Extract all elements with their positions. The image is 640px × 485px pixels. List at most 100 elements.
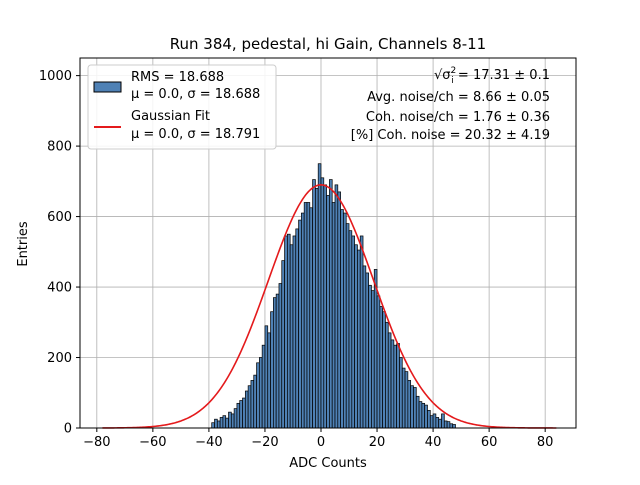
x-tick-label: 40: [425, 435, 442, 450]
histogram-bar: [256, 362, 260, 429]
histogram-bar: [253, 374, 257, 429]
noise-annotations: √σ2 i = 17.31 ± 0.1 Avg. noise/ch = 8.66 …: [351, 66, 550, 143]
histogram-bar: [236, 402, 241, 429]
histogram-bar: [424, 404, 428, 429]
histogram-bar: [376, 295, 381, 429]
annotation-coh-noise: Coh. noise/ch = 1.76 ± 0.36: [366, 110, 550, 125]
histogram-bar: [250, 380, 255, 429]
x-axis-ticks: −80 −60 −40 −20 0 20 40 60 80: [83, 428, 553, 450]
y-tick-label: 800: [47, 140, 72, 155]
histogram-bar: [399, 357, 403, 429]
histogram-bar: [233, 408, 238, 429]
histogram-bar: [345, 223, 350, 429]
annotation-sigma-prefix: √σ: [434, 68, 451, 83]
x-axis-label: ADC Counts: [289, 456, 367, 471]
x-tick-label: 60: [481, 435, 498, 450]
histogram-bar: [387, 332, 392, 429]
histogram-bar: [275, 293, 280, 429]
histogram-bar: [357, 249, 361, 429]
histogram-bar: [441, 413, 445, 429]
y-tick-label: 200: [47, 351, 72, 366]
histogram-bar: [418, 401, 423, 429]
histogram-bar: [334, 184, 339, 429]
histogram-bar: [323, 184, 327, 429]
histogram-bar: [264, 325, 269, 429]
plot-frame: [79, 57, 577, 429]
histogram-bar: [211, 422, 215, 429]
annotation-coh-percent: [%] Coh. noise = 20.32 ± 4.19: [351, 128, 550, 143]
histogram-bar: [429, 415, 434, 429]
histogram-bar: [320, 177, 325, 429]
histogram-bar: [298, 219, 302, 429]
legend-rms-line1: RMS = 18.688: [131, 70, 224, 85]
histogram-bar: [242, 397, 246, 429]
annotation-sigma-total: √σ2 i = 17.31 ± 0.1: [434, 66, 550, 86]
histogram-bar: [331, 202, 336, 429]
histogram-bar: [362, 265, 367, 429]
histogram-bar: [385, 321, 389, 429]
histogram-bar: [427, 410, 431, 429]
histogram-bar: [343, 212, 347, 429]
histogram-bar: [401, 367, 406, 429]
histogram-bar: [432, 413, 437, 429]
histogram-bar: [390, 339, 395, 429]
histogram-bar: [443, 420, 448, 429]
histogram-bar: [326, 195, 330, 429]
legend: RMS = 18.688 μ = 0.0, σ = 18.688 Gaussia…: [87, 64, 277, 150]
histogram-bar: [449, 423, 454, 429]
histogram-bar: [309, 207, 313, 429]
histogram-bar: [382, 311, 386, 429]
histogram-bar: [379, 306, 383, 429]
histogram-bar: [225, 417, 229, 429]
histogram-bar: [329, 179, 333, 429]
histogram-bar: [258, 357, 263, 429]
histogram-bar: [371, 290, 375, 429]
histogram-bar: [435, 417, 440, 429]
histogram-bar: [373, 269, 378, 429]
histogram-bar: [222, 415, 227, 429]
histogram-bar: [292, 235, 297, 429]
histogram-bar: [216, 420, 221, 429]
histogram-bar: [273, 297, 277, 429]
histogram-bar: [239, 400, 243, 429]
y-axis-ticks: 0 200 400 600 800 1000: [39, 69, 80, 437]
y-tick-label: 600: [47, 210, 72, 225]
annotation-avg-noise: Avg. noise/ch = 8.66 ± 0.05: [367, 90, 550, 105]
histogram-bar: [303, 202, 308, 429]
x-tick-label: 0: [317, 435, 325, 450]
histogram-bar: [306, 202, 311, 429]
histogram-bar: [267, 332, 271, 429]
y-tick-label: 400: [47, 281, 72, 296]
annotation-sigma-value: = 17.31 ± 0.1: [454, 68, 550, 83]
histogram-bar: [368, 284, 372, 429]
histogram-bar: [312, 179, 316, 429]
histogram-bar: [287, 233, 291, 429]
histogram-bar: [228, 411, 232, 429]
x-tick-label: 20: [369, 435, 386, 450]
legend-rms-line2: μ = 0.0, σ = 18.688: [131, 87, 260, 102]
histogram-bar: [415, 395, 420, 429]
legend-box: [87, 64, 277, 150]
histogram-bar: [407, 380, 412, 429]
histogram-bar: [261, 344, 266, 429]
histogram-bar: [396, 343, 400, 429]
histogram-bar: [281, 260, 285, 429]
histogram-bar: [230, 413, 235, 429]
histogram-bar: [340, 209, 344, 429]
histogram-bar: [438, 418, 442, 429]
histogram-bar: [351, 235, 355, 429]
gaussian-fit-curve: [102, 184, 557, 429]
histogram-bar: [270, 311, 274, 429]
histogram-bar: [410, 385, 414, 429]
histogram-bar: [359, 235, 364, 429]
histogram-bar: [315, 188, 319, 429]
histogram-bar: [219, 417, 224, 429]
histogram-bar: [404, 371, 409, 429]
histogram-bar: [295, 228, 299, 429]
histogram-bar: [337, 191, 341, 429]
histogram-bar: [365, 272, 369, 429]
histogram-bar: [244, 390, 249, 429]
histogram-bar: [247, 385, 252, 429]
y-tick-label: 1000: [39, 69, 72, 84]
